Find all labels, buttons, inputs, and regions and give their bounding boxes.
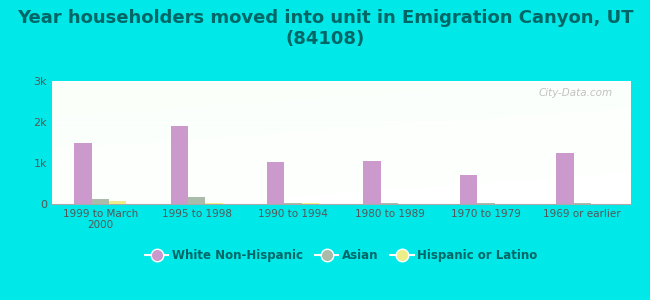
Bar xyxy=(284,203,302,204)
Bar xyxy=(74,142,92,204)
Bar xyxy=(460,175,477,204)
Bar xyxy=(398,203,415,204)
Bar xyxy=(267,162,284,204)
Bar xyxy=(170,126,188,204)
Text: City-Data.com: City-Data.com xyxy=(539,88,613,98)
Bar xyxy=(363,161,381,204)
Bar xyxy=(109,201,126,204)
Legend: White Non-Hispanic, Asian, Hispanic or Latino: White Non-Hispanic, Asian, Hispanic or L… xyxy=(140,244,542,267)
Bar xyxy=(92,199,109,204)
Bar xyxy=(188,197,205,204)
Bar xyxy=(477,203,495,204)
Bar xyxy=(573,203,591,204)
Text: Year householders moved into unit in Emigration Canyon, UT
(84108): Year householders moved into unit in Emi… xyxy=(17,9,633,48)
Bar xyxy=(302,203,319,204)
Bar xyxy=(556,153,573,204)
Bar xyxy=(381,203,398,204)
Bar xyxy=(205,203,223,204)
